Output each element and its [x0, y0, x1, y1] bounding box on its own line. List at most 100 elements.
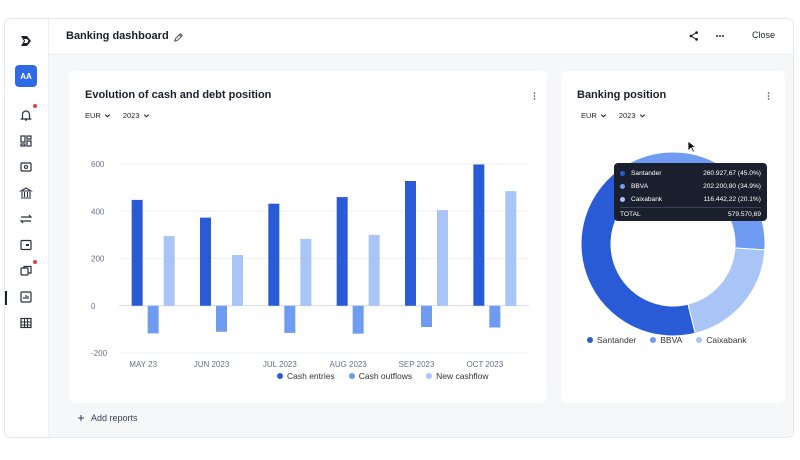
edit-title-icon[interactable] [173, 30, 185, 42]
bell-icon[interactable] [18, 104, 37, 123]
legend-label: Cash entries [287, 371, 335, 381]
tooltip-total-row: TOTAL 579.570,69 [620, 207, 761, 220]
filters: EUR 2023 [581, 111, 646, 120]
tooltip-total-label: TOTAL [620, 211, 641, 218]
donut-slice-caixabank[interactable] [687, 247, 766, 334]
app-window: AA Banking da [4, 18, 794, 438]
bar-cash-outflows[interactable] [216, 305, 227, 332]
bar-cash-outflows[interactable] [284, 305, 296, 333]
legend-dot [277, 373, 283, 379]
legend-dot [696, 337, 703, 343]
tooltip-row: BBVA 202.200,80 (34.9%) [620, 180, 761, 193]
cash-debt-card: Evolution of cash and debt position EUR … [69, 71, 547, 403]
bar-new-cashflow[interactable] [505, 191, 517, 306]
card-icon[interactable] [18, 237, 34, 253]
card-menu-icon[interactable] [763, 89, 773, 103]
chevron-down-icon [600, 114, 606, 118]
legend-bbva[interactable]: BBVA [650, 335, 682, 345]
legend-cash-entries[interactable]: Cash entries [277, 371, 335, 381]
legend-dot [587, 337, 593, 343]
x-tick-label: MAY 23 [129, 360, 157, 369]
currency-select[interactable]: EUR [85, 111, 111, 120]
year-select[interactable]: 2023 [619, 111, 646, 120]
year-value: 2023 [618, 111, 636, 120]
y-tick-label: 400 [91, 207, 105, 216]
reports-icon[interactable] [18, 289, 34, 305]
y-tick-label: 600 [91, 160, 105, 169]
add-reports-label: Add reports [91, 413, 138, 423]
copy-badge [33, 260, 37, 264]
year-value: 2023 [122, 111, 140, 120]
notification-badge [33, 104, 37, 108]
more-options-icon[interactable] [713, 29, 727, 43]
x-tick-label: JUN 2023 [194, 360, 230, 369]
copy-icon[interactable] [18, 260, 37, 279]
bar-cash-entries[interactable] [336, 197, 348, 306]
legend-dot [348, 373, 355, 379]
legend-new-cashflow[interactable]: New cashflow [426, 371, 489, 381]
banking-donut-chart [580, 151, 766, 337]
dashboard-icon[interactable] [18, 133, 34, 149]
tooltip-value: 202.200,80 (34.9%) [703, 183, 761, 190]
wallet-icon[interactable] [18, 159, 34, 175]
banking-position-card: Banking position EUR 2023 Santander BBVA [561, 71, 785, 403]
legend-dot [650, 337, 657, 343]
tooltip-dot [620, 197, 625, 202]
tooltip-name: Santander [631, 170, 662, 177]
card-title: Evolution of cash and debt position [85, 89, 272, 101]
bar-cash-outflows[interactable] [352, 305, 364, 334]
bar-cash-outflows[interactable] [147, 305, 159, 334]
currency-select[interactable]: EUR [581, 111, 607, 120]
bar-cash-outflows[interactable] [421, 305, 432, 328]
card-menu-icon[interactable] [529, 89, 539, 103]
currency-value: EUR [85, 111, 101, 120]
add-reports-button[interactable]: Add reports [77, 413, 138, 423]
bar-cash-entries[interactable] [131, 199, 143, 306]
legend-label: New cashflow [436, 371, 489, 381]
bar-new-cashflow[interactable] [300, 238, 312, 306]
tooltip-name: BBVA [631, 183, 649, 190]
tooltip-value: 116.442,22 (20.1%) [703, 196, 761, 203]
bar-cash-entries[interactable] [268, 203, 280, 306]
tooltip-name: Caixabank [631, 196, 663, 203]
legend-label: BBVA [660, 335, 683, 345]
bar-cash-outflows[interactable] [489, 305, 501, 328]
chevron-down-icon [143, 114, 149, 118]
x-tick-label: AUG 2023 [329, 360, 367, 369]
y-tick-label: 200 [91, 255, 105, 264]
avatar[interactable]: AA [15, 65, 37, 87]
close-button[interactable]: Close [751, 30, 775, 40]
page-title: Banking dashboard [66, 30, 169, 42]
logo-icon[interactable] [18, 33, 34, 49]
bar-new-cashflow[interactable] [437, 210, 448, 306]
legend-santander[interactable]: Santander [587, 335, 636, 345]
table-icon[interactable] [18, 315, 34, 331]
legend-caixabank[interactable]: Caixabank [696, 335, 746, 345]
bar-new-cashflow[interactable] [163, 236, 175, 306]
cash-bar-chart: 600 400 200 0 -200 MAY 23 JUN 2023 JUL 2023 AUG … [91, 160, 529, 369]
tooltip-total-value: 579.570,69 [727, 211, 761, 218]
transfer-icon[interactable] [18, 211, 34, 227]
bar-new-cashflow[interactable] [232, 254, 243, 306]
sidebar: AA [5, 19, 49, 437]
chevron-down-icon [104, 114, 110, 118]
y-tick-label: -200 [91, 349, 108, 358]
top-bar: Banking dashboard Close [49, 19, 793, 55]
legend-label: Caixabank [706, 335, 747, 345]
bar-cash-entries[interactable] [405, 181, 416, 306]
legend-cash-outflows[interactable]: Cash outflows [348, 371, 412, 381]
bank-icon[interactable] [18, 185, 34, 201]
mouse-cursor-icon [687, 140, 697, 153]
bar-legend: Cash entries Cash outflows New cashflow [277, 371, 489, 381]
filters: EUR 2023 [85, 111, 150, 120]
bar-new-cashflow[interactable] [368, 234, 380, 306]
donut-legend: Santander BBVA Caixabank [587, 335, 746, 345]
bar-cash-entries[interactable] [200, 217, 211, 306]
share-icon[interactable] [687, 29, 701, 43]
currency-value: EUR [581, 111, 597, 120]
y-tick-label: 0 [91, 302, 96, 311]
tooltip-row: Caixabank 116.442,22 (20.1%) [620, 193, 761, 206]
bar-cash-entries[interactable] [473, 164, 485, 306]
x-tick-label: SEP 2023 [399, 360, 435, 369]
year-select[interactable]: 2023 [123, 111, 150, 120]
